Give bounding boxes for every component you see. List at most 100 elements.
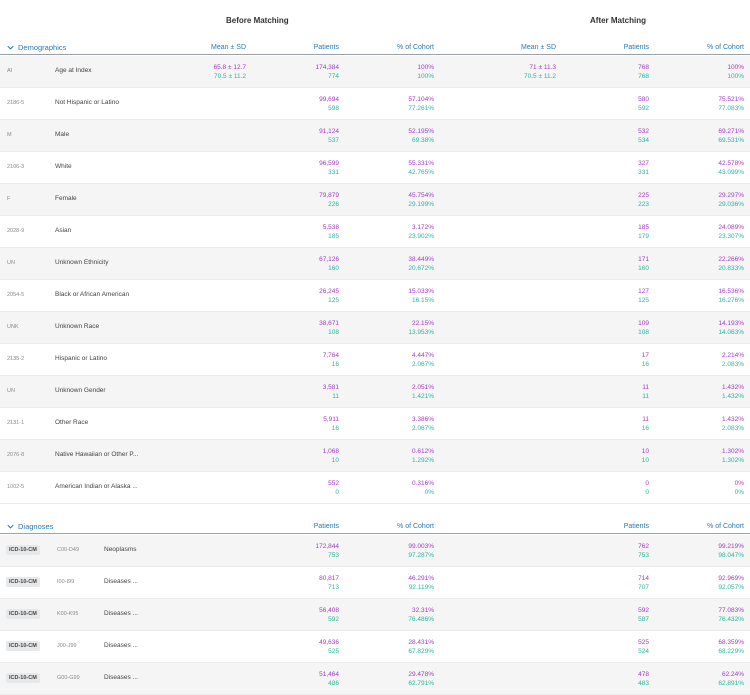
cohort-1-value: 525: [638, 639, 649, 646]
cohort-2-value: 525: [328, 648, 339, 655]
concept-label[interactable]: Diseases ...: [104, 610, 138, 617]
table-row: UNK Unknown Race 38,671 108 22.15% 13.953% 109…: [0, 312, 750, 344]
cohort-1-value: 100%: [417, 64, 434, 71]
table-row: 2028-9 Asian 5,538 185 3.172% 23.902% 185 179 24…: [0, 216, 750, 248]
cell-patients-before: 5,538 185: [323, 223, 339, 241]
vocabulary-badge: ICD-10-CM: [6, 545, 40, 555]
cohort-2-value: 768: [638, 73, 649, 80]
table-row: M Male 91,124 537 52.195% 69.38% 532 534 69.271%…: [0, 120, 750, 152]
cohort-1-value: 68.359%: [718, 639, 744, 646]
cohort-2-value: 0: [645, 489, 649, 496]
comparison-header: Before Matching After Matching: [0, 0, 750, 40]
demographics-section-header[interactable]: Demographics Mean ± SD Patients % of Coh…: [0, 41, 750, 55]
chevron-down-icon: [7, 45, 14, 50]
cohort-2-value: 16.15%: [411, 297, 434, 304]
cell-patients-after: 17 16: [642, 351, 649, 369]
cohort-1-value: 56,408: [319, 607, 339, 614]
cohort-2-value: 713: [328, 584, 339, 591]
cohort-2-value: 160: [328, 265, 339, 272]
cohort-1-value: 1,068: [322, 448, 339, 455]
cohort-2-value: 707: [638, 584, 649, 591]
concept-label: Male: [55, 131, 70, 138]
col-pct-after: % of Cohort: [707, 523, 744, 530]
table-row: F Female 79,879 226 45.754% 29.199% 225 223 29.2…: [0, 184, 750, 216]
cell-pct-after: 62.24% 62.891%: [718, 670, 744, 688]
cell-pct-after: 42.578% 43.099%: [718, 159, 744, 177]
cell-patients-after: 768 768: [638, 63, 649, 81]
cohort-1-value: 1.432%: [721, 416, 744, 423]
cell-patients-after: 185 179: [638, 223, 649, 241]
cohort-2-value: 10: [331, 457, 339, 464]
table-row: ICD-10-CM C00-D49 Neoplasms 172,844 753 99.00…: [0, 535, 750, 567]
concept-label[interactable]: Diseases ...: [104, 674, 138, 681]
table-row: 2106-3 White 96,599 331 55.331% 42.765% 327 331…: [0, 152, 750, 184]
cohort-2-value: 587: [638, 616, 649, 623]
diagnoses-section-header[interactable]: Diagnoses Patients % of Cohort Patients …: [0, 520, 750, 534]
col-patients-after: Patients: [623, 523, 649, 530]
cohort-1-value: 92.969%: [718, 575, 744, 582]
cohort-2-value: 331: [638, 169, 649, 176]
cohort-2-value: 486: [328, 680, 339, 687]
cohort-1-value: 762: [638, 543, 649, 550]
cohort-1-value: 75.521%: [718, 96, 744, 103]
cohort-1-value: 96,599: [319, 160, 339, 167]
cohort-2-value: 524: [638, 648, 649, 655]
diagnoses-toggle[interactable]: Diagnoses: [7, 522, 53, 531]
cohort-2-value: 2.067%: [411, 361, 434, 368]
cohort-2-value: 2.083%: [721, 425, 744, 432]
cohort-1-value: 29.297%: [718, 192, 744, 199]
cohort-1-value: 99.219%: [718, 543, 744, 550]
cell-pct-after: 14.193% 14.063%: [718, 319, 744, 337]
vocabulary-badge: ICD-10-CM: [6, 641, 40, 651]
concept-code: AI: [7, 68, 13, 74]
cohort-1-value: 109: [638, 320, 649, 327]
cohort-1-value: 768: [638, 64, 649, 71]
cohort-1-value: 38.449%: [408, 256, 434, 263]
col-pct-before: % of Cohort: [397, 523, 434, 530]
cohort-2-value: 98.047%: [718, 552, 744, 559]
concept-label: American Indian or Alaska ...: [55, 483, 138, 490]
concept-label[interactable]: Neoplasms: [104, 546, 137, 553]
cell-pct-after: 29.297% 29.036%: [718, 191, 744, 209]
cell-patients-after: 525 524: [638, 638, 649, 656]
cohort-1-value: 11: [642, 416, 649, 423]
cohort-1-value: 174,384: [315, 64, 340, 71]
cohort-2-value: 92.057%: [718, 584, 744, 591]
concept-code: C00-D49: [57, 547, 80, 553]
cohort-2-value: 537: [328, 137, 339, 144]
cohort-1-value: 79,879: [319, 192, 339, 199]
cohort-1-value: 42.578%: [718, 160, 744, 167]
cell-patients-before: 38,671 108: [319, 319, 339, 337]
demographics-toggle[interactable]: Demographics: [7, 43, 66, 52]
cell-patients-before: 174,384 774: [316, 63, 340, 81]
cohort-1-value: 5,911: [323, 416, 339, 423]
cohort-1-value: 65.8 ± 12.7: [213, 64, 246, 71]
col-pct-before: % of Cohort: [397, 44, 434, 51]
cell-pct-after: 100% 100%: [727, 63, 744, 81]
cell-pct-after: 77.083% 76.432%: [718, 606, 744, 624]
cohort-2-value: 76.432%: [718, 616, 744, 623]
concept-code: G00-G99: [57, 675, 80, 681]
table-row: ICD-10-CM K00-K95 Diseases ... 56,408 592 32.…: [0, 599, 750, 631]
cohort-2-value: 100%: [727, 73, 744, 80]
concept-code: 2054-5: [7, 292, 25, 298]
cohort-2-value: 0: [335, 489, 339, 496]
concept-code: 2135-2: [7, 356, 25, 362]
cohort-1-value: 17: [641, 352, 649, 359]
concept-label: Unknown Ethnicity: [55, 259, 109, 266]
cell-pct-after: 24.089% 23.307%: [718, 223, 744, 241]
cohort-1-value: 0.612%: [411, 448, 434, 455]
cohort-2-value: 16: [331, 361, 339, 368]
table-row: ICD-10-CM J00-J99 Diseases ... 49,636 525 28.…: [0, 631, 750, 663]
cohort-1-value: 552: [328, 480, 339, 487]
table-row: ICD-10-CM G00-G99 Diseases ... 51,464 486 29.…: [0, 663, 750, 695]
concept-label[interactable]: Diseases ...: [104, 642, 138, 649]
cohort-2-value: 179: [638, 233, 649, 240]
concept-label[interactable]: Diseases ...: [104, 578, 138, 585]
concept-code: UN: [7, 260, 15, 266]
cell-patients-after: 580 592: [638, 95, 649, 113]
cohort-1-value: 1.302%: [721, 448, 744, 455]
cohort-2-value: 598: [328, 105, 339, 112]
cohort-1-value: 532: [638, 128, 649, 135]
